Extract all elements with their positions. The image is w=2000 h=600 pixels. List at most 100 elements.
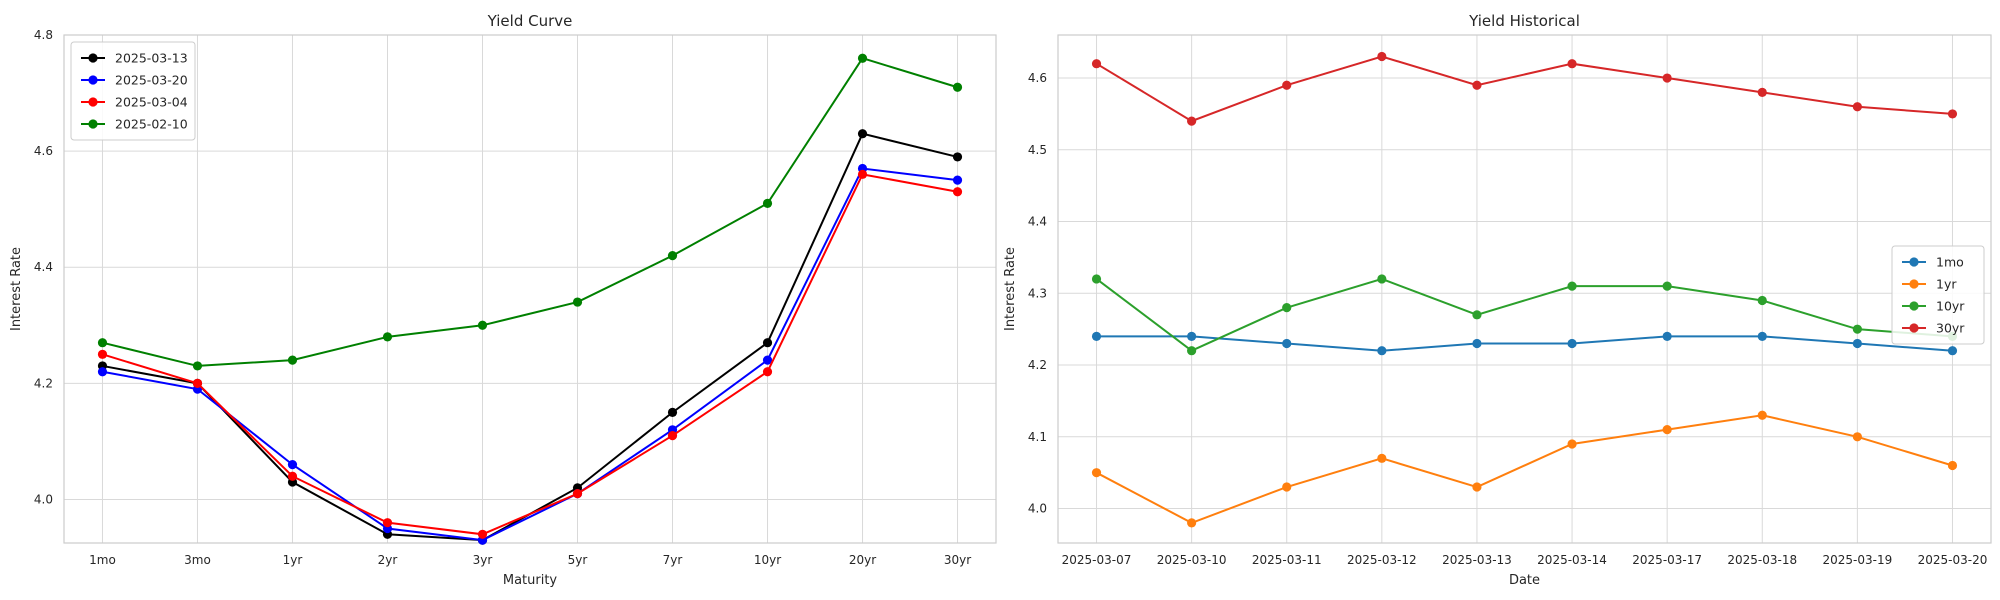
x-tick-label: 2025-03-07 [1062,553,1132,567]
x-tick-label: 2025-03-17 [1632,553,1702,567]
x-tick-label: 5yr [568,553,588,567]
data-point [952,175,963,185]
x-tick-label: 2025-03-10 [1157,553,1227,567]
data-point [192,361,203,371]
legend-marker [1909,257,1919,267]
series-line-10yr [1095,277,1953,352]
data-point [1377,51,1387,62]
data-point [1852,324,1862,334]
x-tick-label: 7yr [663,553,683,567]
gridlines [64,34,996,543]
data-point [97,338,108,348]
x-tick-label: 20yr [849,553,876,567]
chart-yield-historical: 2025-03-07 2025-03-10 2025-03-11 2025-03-12… [1003,12,1992,588]
series-line-1yr [1096,414,1953,525]
legend-marker [1909,301,1919,311]
y-tick-label: 4.5 [1028,143,1047,157]
legend-item-2025-03-04: 2025-03-04 [81,95,188,110]
y-axis-label: Interest Rate [9,247,24,331]
data-point [477,529,488,539]
data-point [1472,80,1482,90]
legend-marker [1909,279,1919,289]
legend-item-30yr: 30yr [1902,321,1965,336]
data-point [1662,73,1672,83]
data-point [1187,346,1197,356]
data-point [382,518,393,528]
series-line-2025-03-20 [102,167,958,542]
x-tick-label: 1yr [283,553,303,567]
legend-item-2025-02-10: 2025-02-10 [81,117,188,132]
y-tick-label: 4.1 [1028,430,1047,444]
data-point [857,53,868,63]
chart-yield-curve: 1mo 3mo 1yr 2yr 3yr 5yr 7yr 10yr 20yr 30yr 4.0 4.2 4… [9,12,997,588]
legend-label: 2025-03-04 [115,95,188,110]
y-tick-label: 4.6 [1028,71,1047,85]
data-point [1472,310,1482,320]
x-tick-label: 2025-03-11 [1252,553,1322,567]
data-point [952,82,963,92]
data-point [572,489,583,499]
y-tick-label: 4.0 [1028,502,1047,516]
plot-area [64,35,996,543]
legend-item-1yr: 1yr [1902,277,1957,292]
legend-marker [88,97,98,107]
data-point [1282,482,1292,492]
y-tick-label: 4.0 [34,492,53,506]
x-tick-label: 10yr [754,553,781,567]
gridlines [1058,35,1991,543]
data-point [1472,482,1482,492]
legend-item-2025-03-13: 2025-03-13 [81,51,188,66]
chart-title: Yield Historical [1468,12,1580,30]
legend-item-1mo: 1mo [1902,255,1964,270]
legend-label: 2025-03-13 [115,51,188,66]
data-point [857,129,868,139]
data-point [1662,331,1672,341]
data-point [1377,274,1387,284]
data-point [1282,80,1292,90]
data-point [1757,295,1767,306]
x-tick-label: 3mo [184,553,211,567]
data-point [1091,59,1102,69]
data-point [192,378,203,388]
series-2025-02-10 [97,53,963,371]
data-point [667,251,678,261]
series-line-2025-03-04 [102,173,958,536]
series-1yr [1091,410,1958,528]
legend-marker [88,53,98,63]
x-tick-label: 2025-03-14 [1537,553,1607,567]
series-1mo [1091,331,1958,356]
x-axis-label: Maturity [503,573,558,588]
data-point [1187,518,1197,528]
data-point [1757,87,1767,98]
series-30yr [1091,51,1958,126]
data-point [1567,281,1577,291]
data-point [667,430,678,441]
x-tick-label: 1mo [89,553,116,567]
plot-frame [63,34,997,544]
legend-label: 2025-03-20 [115,73,188,88]
data-point [382,332,393,342]
data-point [762,198,773,208]
x-tick-label: 2025-03-12 [1347,553,1417,567]
data-point [97,367,108,377]
y-tick-label: 4.4 [1028,215,1047,229]
legend-marker [1909,323,1919,333]
x-tick-label: 3yr [473,553,493,567]
x-tick-label: 30yr [944,553,971,567]
data-point [857,169,868,179]
x-axis-label: Date [1509,573,1540,588]
x-tick-label: 2025-03-13 [1442,553,1512,567]
data-point [1091,274,1102,284]
series-line-1mo [1096,335,1953,352]
data-point [477,320,488,330]
series-line-30yr [1096,55,1953,123]
data-point [1757,331,1767,341]
data-point [952,187,963,197]
x-tick-label: 2025-03-19 [1822,553,1892,567]
data-point [287,471,298,481]
data-point [952,152,963,162]
x-tick-label: 2025-03-20 [1918,553,1988,567]
data-point [1757,410,1767,420]
y-tick-label: 4.6 [34,144,53,158]
